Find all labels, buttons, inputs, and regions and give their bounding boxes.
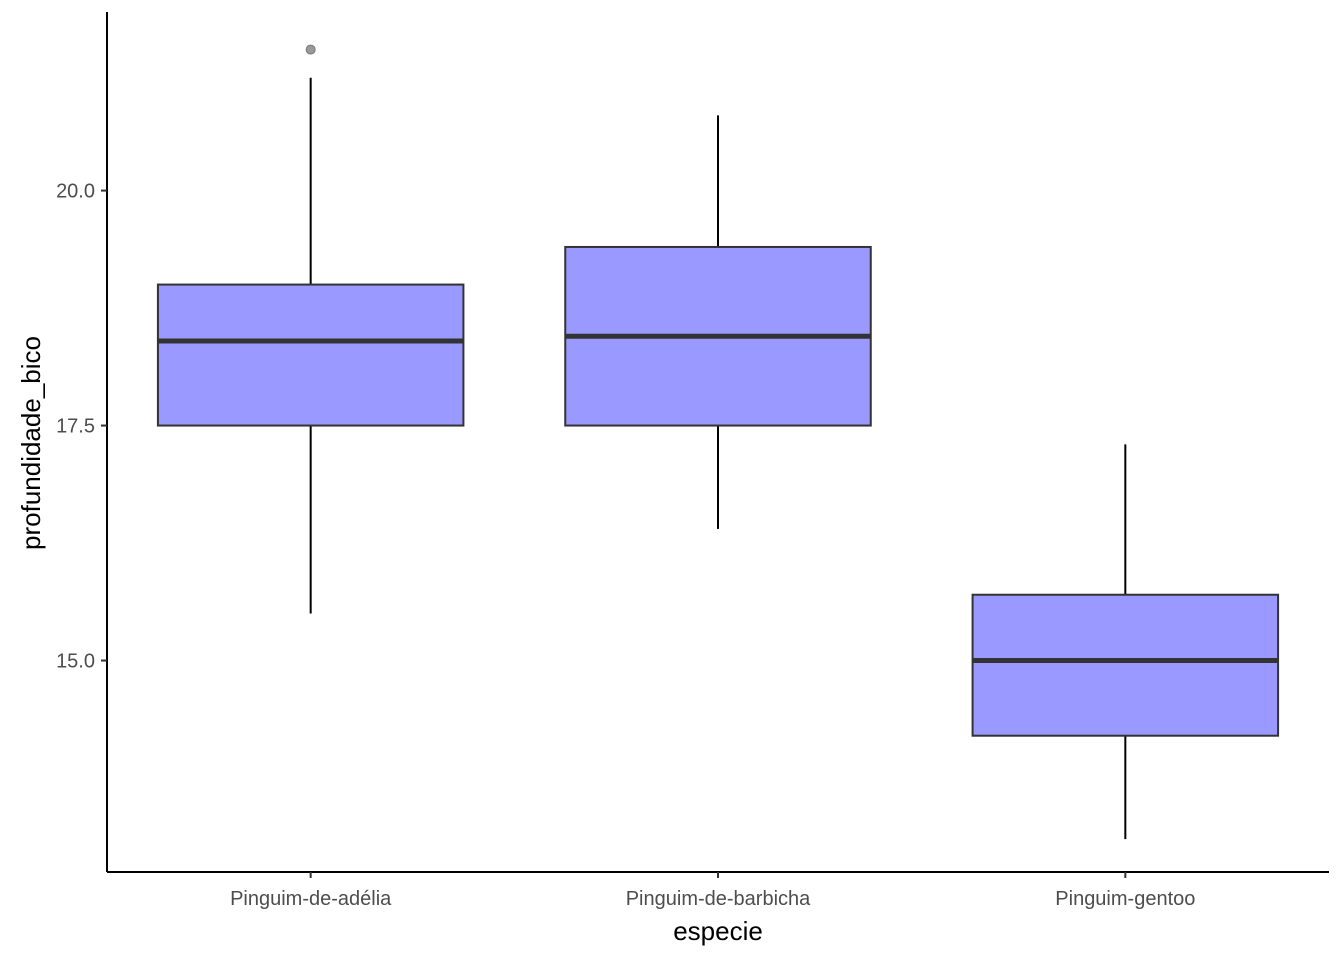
x-axis-title: especie bbox=[673, 916, 763, 946]
box-group bbox=[971, 444, 1280, 840]
outlier-point bbox=[305, 44, 316, 55]
plot-area bbox=[156, 44, 1280, 840]
box bbox=[156, 283, 465, 427]
y-axis-title: profundidade_bico bbox=[16, 336, 46, 550]
y-tick-label: 20.0 bbox=[56, 181, 95, 203]
box-group bbox=[156, 44, 465, 614]
x-tick-label: Pinguim-de-barbicha bbox=[626, 888, 811, 910]
y-tick-label: 15.0 bbox=[56, 651, 95, 673]
y-tick-label: 17.5 bbox=[56, 416, 95, 438]
box bbox=[971, 593, 1280, 737]
axes: 15.0 17.5 20.0 Pinguim-de-adélia Pinguim-de-… bbox=[56, 12, 1329, 910]
x-tick-label: Pinguim-gentoo bbox=[1055, 888, 1195, 910]
x-tick-label: Pinguim-de-adélia bbox=[230, 888, 392, 910]
box-group bbox=[564, 115, 872, 529]
